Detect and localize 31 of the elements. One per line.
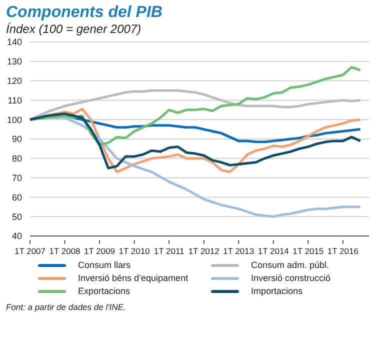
legend-label: Consum adm. públ.: [251, 260, 330, 270]
x-tick-label: 1T 2016: [327, 246, 359, 256]
y-tick-label: 50: [12, 212, 22, 222]
legend-label: Inversió construcció: [251, 273, 331, 283]
x-tick-label: 1T 2008: [49, 246, 81, 256]
chart-subtitle: Índex (100 = gener 2007): [6, 22, 142, 36]
y-tick-label: 130: [6, 56, 22, 67]
y-tick-label: 140: [6, 37, 22, 48]
legend-label: Inversió béns d’equipament: [78, 273, 188, 283]
y-tick-label: 80: [12, 154, 22, 164]
y-tick-label: 70: [12, 172, 22, 183]
x-tick-label: 1T 2015: [292, 246, 324, 256]
y-tick-label: 120: [6, 76, 22, 86]
y-tick-label: 60: [12, 192, 22, 202]
x-tick-label: 1T 2007: [14, 246, 46, 256]
x-tick-label: 1T 2013: [223, 246, 254, 256]
y-tick-label: 110: [8, 95, 22, 106]
line-series: [28, 89, 362, 121]
x-tick-label: 1T 2012: [188, 246, 220, 256]
x-tick-label: 1T 2014: [258, 246, 290, 256]
y-tick-label: 40: [12, 231, 22, 242]
legend-label: Consum llars: [78, 260, 131, 270]
x-tick-label: 1T 2009: [84, 246, 116, 256]
y-tick-label: 100: [6, 114, 22, 125]
legend-label: Exportacions: [78, 286, 130, 296]
chart-title: Components del PIB: [6, 4, 164, 22]
x-tick-label: 1T 2011: [154, 246, 185, 256]
legend-label: Importacions: [251, 286, 303, 296]
text: Font: a partir de dades de l'INE.: [5, 301, 127, 312]
x-tick-label: 1T 2010: [118, 246, 150, 256]
y-tick-label: 90: [12, 134, 22, 144]
